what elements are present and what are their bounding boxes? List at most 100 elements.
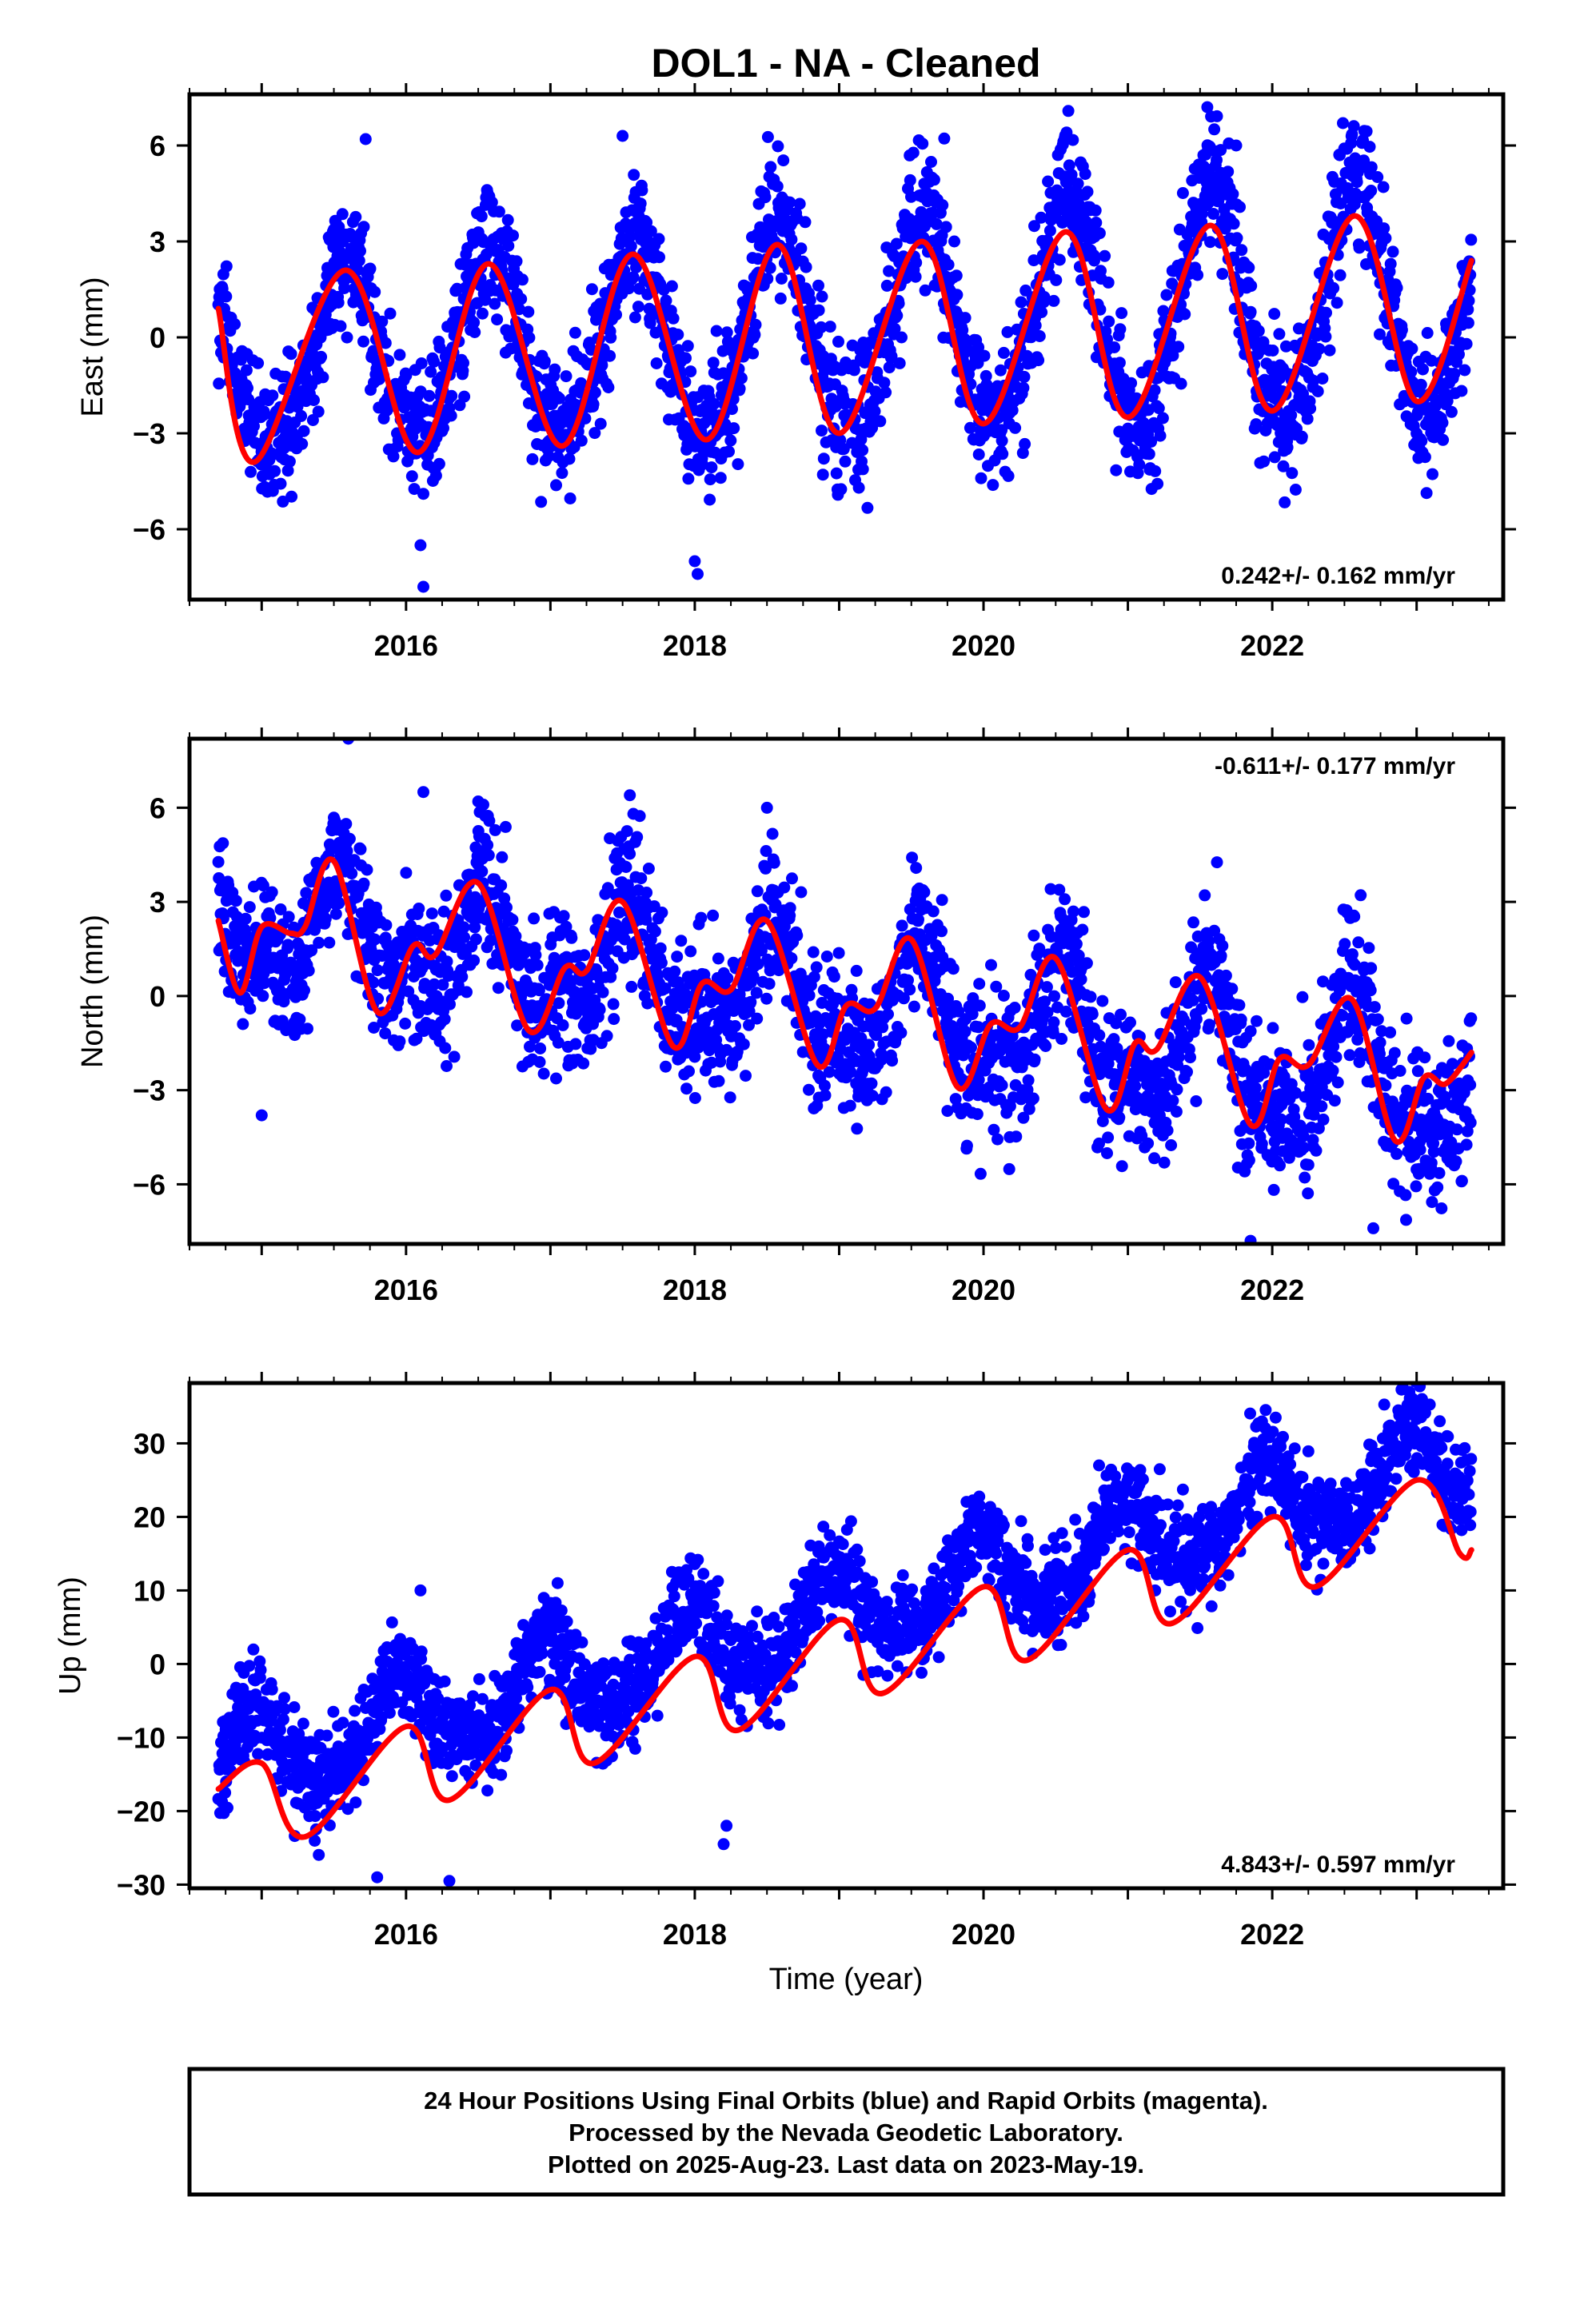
observation-point (1220, 970, 1232, 982)
observation-point (578, 949, 590, 961)
observation-point (668, 313, 680, 325)
observation-point (569, 1038, 581, 1050)
observation-point (393, 349, 405, 361)
observation-point (1390, 1148, 1402, 1160)
y-tick-label: 0 (150, 321, 166, 354)
observation-point (1181, 1066, 1193, 1078)
observation-point (1282, 441, 1294, 453)
observation-point (904, 174, 916, 186)
observation-point (886, 1054, 898, 1066)
observation-point (1090, 205, 1102, 217)
observation-point (1088, 255, 1100, 267)
observation-point (1419, 451, 1431, 463)
outlier-point (1093, 1138, 1105, 1150)
observation-point (625, 241, 637, 253)
observation-point (936, 894, 948, 906)
observation-point (856, 444, 868, 456)
observation-point (1332, 1077, 1344, 1089)
observation-point (1391, 282, 1403, 294)
observation-point (1023, 1074, 1035, 1086)
observation-point (653, 233, 665, 245)
observation-point (229, 318, 241, 330)
outlier-point (624, 789, 636, 801)
observation-point (820, 1090, 832, 1102)
observation-point (269, 465, 281, 477)
observation-point (704, 494, 716, 506)
observation-point (1422, 327, 1434, 339)
observation-point (1093, 1029, 1105, 1041)
observation-point (1456, 1175, 1468, 1187)
observation-point (620, 861, 632, 873)
observation-point (1103, 277, 1115, 289)
observation-point (241, 365, 253, 377)
observation-point (413, 903, 425, 915)
observation-point (285, 348, 297, 360)
observation-point (1177, 187, 1189, 199)
observation-point (1063, 105, 1075, 117)
observation-point (213, 856, 225, 868)
observation-point (1434, 1167, 1446, 1179)
observation-point (1030, 320, 1042, 332)
observation-point (672, 329, 684, 341)
observation-point (621, 825, 633, 837)
observation-point (671, 951, 683, 963)
observation-point (1446, 406, 1458, 418)
observation-point (795, 887, 807, 899)
observation-point (1151, 478, 1163, 490)
observation-point (1414, 1144, 1426, 1156)
observation-point (341, 332, 353, 344)
observation-point (1108, 341, 1120, 353)
observation-point (624, 848, 636, 860)
observation-point (535, 496, 547, 508)
observation-point (635, 872, 647, 884)
y-tick-label: 3 (150, 225, 166, 258)
observation-point (500, 821, 512, 833)
observation-point (426, 907, 438, 919)
observation-point (804, 990, 816, 1002)
observation-point (385, 308, 397, 320)
observation-point (602, 381, 614, 393)
observation-point (1465, 1012, 1477, 1024)
observation-point (433, 458, 445, 470)
observation-point (1081, 957, 1093, 969)
observation-point (715, 472, 727, 484)
observation-point (1245, 280, 1257, 292)
observation-point (610, 309, 622, 321)
observation-point (1099, 250, 1111, 262)
observation-point (776, 273, 788, 285)
observation-point (998, 347, 1010, 359)
observation-point (881, 280, 893, 292)
y-tick-label: −6 (133, 513, 166, 546)
observation-points (213, 102, 1478, 593)
observation-point (284, 456, 296, 468)
observation-point (1418, 1051, 1430, 1063)
observation-point (851, 1122, 863, 1134)
observation-point (675, 935, 687, 947)
observation-point (910, 271, 922, 283)
observation-point (979, 350, 991, 362)
observation-point (506, 914, 518, 926)
observation-point (1274, 1159, 1286, 1171)
observation-point (1267, 345, 1279, 357)
observation-point (1437, 417, 1449, 429)
observation-point (1455, 385, 1467, 397)
observation-point (333, 897, 345, 909)
observation-point (1304, 403, 1316, 415)
observation-point (1142, 1138, 1154, 1150)
observation-point (1267, 1022, 1279, 1034)
observation-point (800, 216, 812, 228)
observation-point (275, 478, 287, 490)
y-tick-label: 6 (150, 130, 166, 162)
x-tick-label: 2016 (374, 629, 438, 662)
observation-point (634, 810, 646, 822)
observation-point (1354, 241, 1366, 253)
observation-point (848, 364, 860, 376)
observation-point (1115, 1009, 1127, 1021)
observation-point (910, 862, 922, 874)
observation-point (1251, 1015, 1263, 1027)
observation-point (493, 205, 505, 217)
observation-point (550, 1073, 562, 1085)
observation-point (481, 839, 493, 851)
observation-point (951, 289, 963, 301)
outlier-point (616, 130, 628, 142)
